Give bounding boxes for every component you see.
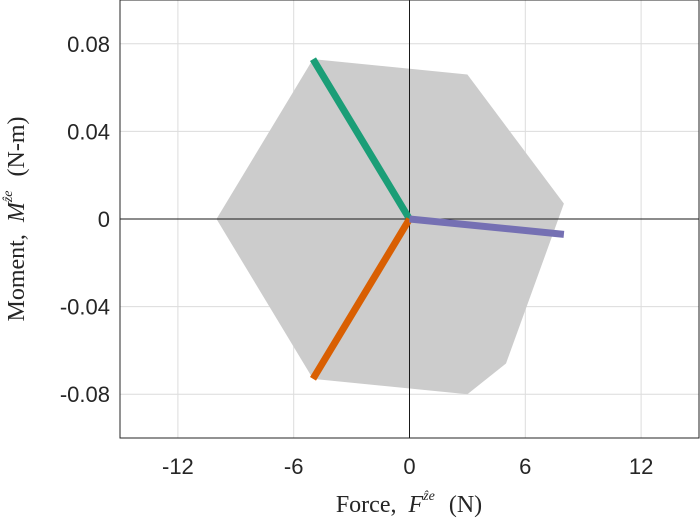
x-tick-label: 6	[519, 454, 531, 479]
plot-frame	[119, 0, 700, 439]
x-tick-labels: -12 -6 0 6 12	[162, 454, 653, 479]
y-tick-label: -0.04	[60, 295, 110, 320]
y-tick-label: -0.08	[60, 382, 110, 407]
y-axis-title-superscript: ẑe	[1, 190, 16, 203]
y-tick-labels: -0.08 -0.04 0 0.04 0.08	[60, 32, 110, 407]
x-tick-label: 12	[629, 454, 653, 479]
y-tick-label: 0	[98, 207, 110, 232]
series-line-2	[409, 215, 565, 238]
y-tick-label: 0.04	[67, 119, 110, 144]
y-axis-title-text: Moment,	[4, 234, 30, 321]
x-axis-title-text: Force,	[336, 492, 397, 518]
x-axis-title: Force, Fẑe (N)	[336, 480, 482, 518]
x-tick-label: 0	[403, 454, 415, 479]
series-line-0	[310, 57, 413, 221]
x-tick-label: -6	[284, 454, 304, 479]
y-tick-label: 0.08	[67, 32, 110, 57]
x-axis-title-unit: (N)	[449, 492, 482, 518]
y-axis-title: Moment, Mẑe (N-m)	[0, 117, 30, 322]
x-axis-title-symbol: F	[407, 492, 423, 518]
series-layer	[310, 57, 565, 381]
y-axis-title-symbol: M	[4, 200, 30, 223]
series-line-1	[310, 217, 413, 381]
feasible-region	[216, 59, 564, 395]
y-axis-title-unit: (N-m)	[4, 117, 30, 177]
x-tick-label: -12	[162, 454, 194, 479]
x-axis-title-superscript: ẑe	[422, 489, 435, 504]
